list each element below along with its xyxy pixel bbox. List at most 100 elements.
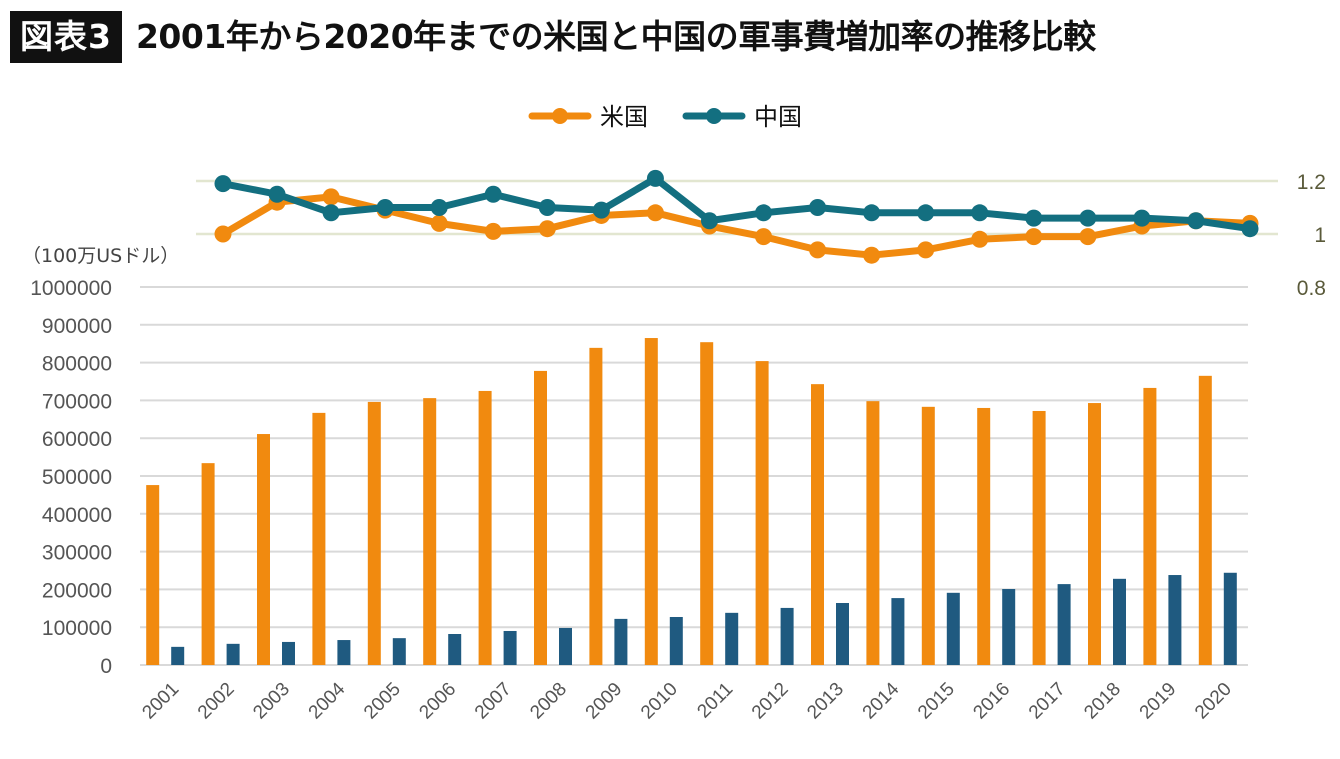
figure-badge: 図表3 [10, 11, 122, 63]
point-china-2004 [376, 199, 394, 216]
bar-us-2019 [1143, 387, 1157, 665]
bar-us-2009 [589, 347, 603, 665]
bar-us-2004 [312, 412, 326, 665]
point-us-2011 [755, 228, 773, 246]
bar-us-2016 [977, 407, 991, 665]
point-china-2014 [917, 204, 935, 222]
point-china-2007 [538, 199, 556, 216]
bar-axis-tick-label: 300000 [42, 542, 112, 565]
bar-china-2008 [559, 627, 572, 665]
legend-swatch-us-marker [552, 108, 568, 124]
point-us-2007 [538, 220, 556, 238]
x-tick-label: 2011 [693, 679, 737, 723]
bar-axis-tick-label: 700000 [42, 390, 112, 413]
bars [146, 338, 1237, 665]
bar-axis-ticks: 0 100000 200000 300000 400000 500000 600000 700… [30, 277, 112, 678]
point-us-2009 [646, 204, 664, 222]
bar-china-2020 [1223, 572, 1237, 665]
x-tick-label: 2001 [138, 679, 183, 724]
point-us-2013 [863, 246, 881, 264]
point-china-2020 [1241, 220, 1259, 238]
point-china-2002 [268, 185, 286, 203]
point-us-2015 [971, 230, 989, 248]
bar-china-2004 [337, 640, 351, 665]
x-tick-label: 2006 [415, 679, 460, 724]
bar-china-2019 [1168, 575, 1182, 665]
bar-us-2018 [1088, 403, 1101, 665]
point-china-2012 [809, 199, 827, 216]
x-axis-ticks: 2001 2002 2003 2004 2005 2006 2007 2008 2009 2010… [138, 678, 1235, 723]
legend-label-china: 中国 [754, 103, 802, 131]
line-axis-tick-label: 1 [1314, 224, 1326, 247]
bar-china-2011 [725, 612, 739, 665]
point-china-2017 [1079, 209, 1097, 227]
line-axis-tick-label: 1.2 [1297, 171, 1326, 194]
x-tick-label: 2004 [305, 678, 350, 723]
bar-us-2005 [367, 401, 381, 665]
bar-us-2014 [866, 401, 880, 665]
bar-china-2012 [780, 607, 794, 665]
point-china-2005 [430, 199, 448, 216]
point-china-2015 [971, 204, 989, 222]
bar-china-2013 [836, 603, 849, 665]
bar-china-2001 [171, 646, 185, 665]
x-tick-label: 2018 [1080, 679, 1125, 724]
point-china-2019 [1187, 212, 1205, 230]
bar-us-2017 [1032, 410, 1046, 665]
bar-axis-tick-label: 900000 [42, 315, 112, 338]
unit-label: （100万USドル） [22, 245, 179, 267]
bar-us-2020 [1198, 375, 1212, 665]
bar-us-2002 [201, 463, 215, 665]
bar-us-2007 [478, 390, 492, 665]
x-tick-label: 2020 [1191, 679, 1236, 724]
point-china-2016 [1025, 209, 1043, 227]
bar-us-2003 [257, 434, 270, 665]
point-china-2011 [755, 204, 773, 222]
x-tick-label: 2016 [969, 679, 1014, 724]
point-us-2005 [430, 214, 448, 232]
point-us-2012 [809, 241, 827, 259]
bar-us-2001 [146, 485, 160, 665]
bar-china-2010 [669, 616, 683, 665]
point-china-2001 [214, 175, 232, 193]
x-tick-label: 2012 [748, 679, 793, 724]
x-tick-label: 2005 [360, 679, 405, 724]
bar-axis-tick-label: 200000 [42, 579, 112, 602]
line-china [222, 174, 1251, 233]
bar-china-2015 [946, 592, 960, 665]
point-us-2014 [917, 241, 935, 259]
bar-axis-tick-label: 400000 [42, 504, 112, 527]
x-tick-label: 2019 [1136, 679, 1181, 724]
bar-us-2012 [755, 361, 769, 665]
line-us [221, 193, 1251, 259]
bar-china-2014 [891, 598, 905, 665]
point-china-2008 [592, 201, 610, 219]
x-tick-label: 2002 [194, 679, 239, 724]
bar-china-2002 [226, 643, 240, 665]
bar-us-2011 [700, 342, 714, 665]
bar-china-2016 [1002, 589, 1016, 665]
point-us-2016 [1025, 228, 1043, 246]
x-tick-label: 2015 [914, 679, 959, 724]
bar-china-2007 [503, 630, 517, 665]
point-us-2017 [1079, 228, 1097, 246]
legend-label-us: 米国 [600, 103, 648, 131]
bar-china-2018 [1113, 578, 1126, 665]
x-tick-label: 2003 [249, 679, 294, 724]
bar-axis-tick-label: 500000 [42, 466, 112, 489]
bar-axis-tick-label: 800000 [42, 353, 112, 376]
bar-axis-tick-label: 0 [100, 655, 112, 678]
legend: 米国 中国 [528, 103, 802, 131]
chart-title: 2001年から2020年までの米国と中国の軍事費増加率の推移比較 [135, 17, 1096, 56]
bar-china-2005 [392, 638, 406, 665]
point-china-2006 [484, 185, 502, 203]
bar-china-2003 [282, 641, 295, 665]
bar-axis-tick-label: 600000 [42, 428, 112, 451]
bar-axis-tick-label: 1000000 [30, 277, 112, 300]
point-us-2003 [322, 188, 340, 206]
bar-us-2010 [644, 338, 658, 665]
point-us-2001 [214, 225, 232, 243]
line-axis-tick-label: 0.8 [1297, 277, 1326, 300]
x-tick-label: 2010 [637, 679, 682, 724]
